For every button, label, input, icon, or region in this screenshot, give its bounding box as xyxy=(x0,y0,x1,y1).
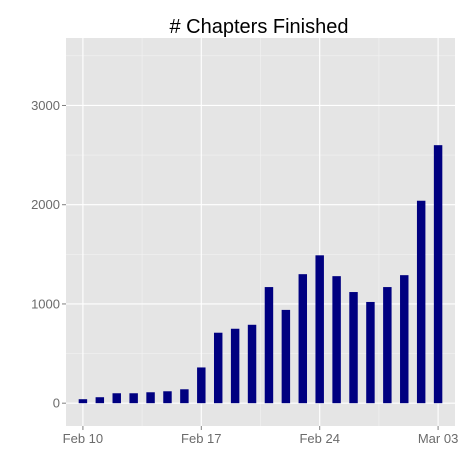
bar xyxy=(416,200,426,404)
bar xyxy=(332,276,341,404)
bar xyxy=(95,397,105,404)
bar xyxy=(230,328,240,404)
bar xyxy=(400,275,409,404)
minor-grid xyxy=(66,38,455,426)
y-tick-label: 1000 xyxy=(31,296,60,311)
y-tick-label: 3000 xyxy=(31,98,60,113)
bar xyxy=(315,255,324,404)
bar xyxy=(163,391,172,404)
bar xyxy=(247,324,257,404)
bar xyxy=(197,367,206,404)
bar xyxy=(78,399,88,404)
bar xyxy=(366,301,375,404)
y-tick-label: 0 xyxy=(53,396,60,411)
bar xyxy=(180,389,189,404)
x-tick-label: Feb 17 xyxy=(181,431,221,446)
y-axis: 0 1000 2000 3000 xyxy=(31,98,66,411)
x-tick-label: Feb 10 xyxy=(63,431,103,446)
bar xyxy=(298,274,308,404)
x-tick-label: Feb 24 xyxy=(299,431,339,446)
x-axis: Feb 10 Feb 17 Feb 24 Mar 03 xyxy=(63,426,458,446)
chart-title: # Chapters Finished xyxy=(170,16,349,38)
bar xyxy=(146,392,155,404)
bar xyxy=(383,287,392,404)
bar xyxy=(129,393,138,404)
bar xyxy=(281,309,291,404)
bar xyxy=(433,145,443,404)
bar xyxy=(213,332,223,404)
y-tick-label: 2000 xyxy=(31,197,60,212)
bars xyxy=(78,145,443,404)
bar xyxy=(264,287,274,404)
x-tick-label: Mar 03 xyxy=(418,431,458,446)
bar xyxy=(112,393,121,404)
bar xyxy=(349,292,358,404)
